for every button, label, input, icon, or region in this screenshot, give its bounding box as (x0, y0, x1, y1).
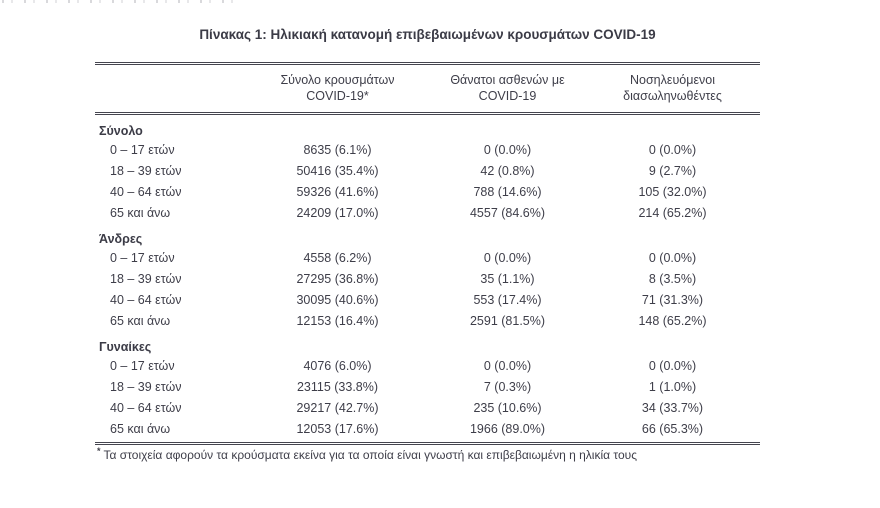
table-row: 40 – 64 ετών 30095 (40.6%) 553 (17.4%) 7… (95, 290, 760, 311)
age-label: 18 – 39 ετών (110, 164, 182, 179)
section-label: Σύνολο (99, 124, 143, 138)
section-label: Άνδρες (99, 232, 143, 246)
cases-value: 8635 (6.1%) (303, 143, 372, 158)
section-row-total: Σύνολο (95, 114, 760, 141)
intubated-value: 0 (0.0%) (648, 359, 697, 374)
age-label: 0 – 17 ετών (110, 251, 175, 266)
intubated-value: 66 (65.3%) (641, 421, 704, 436)
intubated-value: 105 (32.0%) (638, 184, 707, 199)
cases-value: 27295 (36.8%) (296, 272, 379, 287)
table-row: 40 – 64 ετών 29217 (42.7%) 235 (10.6%) 3… (95, 398, 760, 419)
cases-value: 4076 (6.0%) (303, 359, 372, 374)
intubated-value: 8 (3.5%) (648, 272, 697, 287)
cases-value: 24209 (17.0%) (296, 205, 379, 220)
table-row: 18 – 39 ετών 27295 (36.8%) 35 (1.1%) 8 (… (95, 269, 760, 290)
clipped-text-fragment (2, 0, 234, 3)
table-row: 65 και άνω 12053 (17.6%) 1966 (89.0%) 66… (95, 418, 760, 439)
deaths-value: 0 (0.0%) (483, 251, 532, 266)
section-row-men: Άνδρες (95, 223, 760, 248)
deaths-value: 1966 (89.0%) (469, 421, 546, 436)
deaths-value: 0 (0.0%) (483, 143, 532, 158)
age-label: 65 και άνω (110, 205, 171, 220)
footnote-marker: * (97, 446, 101, 456)
cases-value: 50416 (35.4%) (296, 164, 379, 179)
column-header-deaths-line1: Θάνατοι ασθενών με (450, 73, 565, 87)
table-title: Πίνακας 1: Ηλικιακή κατανομή επιβεβαιωμέ… (199, 27, 656, 42)
table-row: 0 – 17 ετών 4076 (6.0%) 0 (0.0%) 0 (0.0%… (95, 356, 760, 377)
age-label: 40 – 64 ετών (110, 400, 182, 415)
column-header-cases-line2: COVID-19* (306, 89, 369, 103)
intubated-value: 71 (31.3%) (641, 292, 704, 307)
table-row: 0 – 17 ετών 8635 (6.1%) 0 (0.0%) 0 (0.0%… (95, 140, 760, 161)
cases-value: 30095 (40.6%) (296, 292, 379, 307)
intubated-value: 9 (2.7%) (648, 164, 697, 179)
table-footnote: * Τα στοιχεία αφορούν τα κρούσματα εκείνα… (97, 443, 777, 463)
table-body: Σύνολο 0 – 17 ετών 8635 (6.1%) 0 (0.0%) … (95, 114, 760, 440)
table-row: 40 – 64 ετών 59326 (41.6%) 788 (14.6%) 1… (95, 182, 760, 203)
cases-value: 29217 (42.7%) (296, 400, 379, 415)
age-distribution-table: Σύνολο κρουσμάτων COVID-19* Θάνατοι ασθε… (95, 62, 760, 445)
intubated-value: 34 (33.7%) (641, 400, 704, 415)
table-row: 0 – 17 ετών 4558 (6.2%) 0 (0.0%) 0 (0.0%… (95, 248, 760, 269)
deaths-value: 7 (0.3%) (483, 380, 532, 395)
table-row: 65 και άνω 24209 (17.0%) 4557 (84.6%) 21… (95, 202, 760, 223)
cases-value: 23115 (33.8%) (296, 380, 379, 395)
age-label: 65 και άνω (110, 313, 171, 328)
column-header-cases-line1: Σύνολο κρουσμάτων (280, 73, 395, 87)
deaths-value: 4557 (84.6%) (469, 205, 546, 220)
column-header-deaths-line2: COVID-19 (478, 89, 537, 103)
section-label: Γυναίκες (99, 340, 152, 354)
age-label: 18 – 39 ετών (110, 380, 182, 395)
column-header-deaths: Θάνατοι ασθενών με COVID-19 (430, 63, 585, 115)
age-label: 0 – 17 ετών (110, 359, 175, 374)
section-row-women: Γυναίκες (95, 331, 760, 356)
table-row: 65 και άνω 12153 (16.4%) 2591 (81.5%) 14… (95, 310, 760, 331)
deaths-value: 2591 (81.5%) (469, 313, 546, 328)
deaths-value: 42 (0.8%) (480, 164, 535, 179)
deaths-value: 0 (0.0%) (483, 359, 532, 374)
header-row: Σύνολο κρουσμάτων COVID-19* Θάνατοι ασθε… (95, 63, 760, 115)
table-row: 18 – 39 ετών 50416 (35.4%) 42 (0.8%) 9 (… (95, 161, 760, 182)
cases-value: 4558 (6.2%) (303, 251, 372, 266)
age-label: 40 – 64 ετών (110, 184, 182, 199)
table-row: 18 – 39 ετών 23115 (33.8%) 7 (0.3%) 1 (1… (95, 377, 760, 398)
column-header-intubated: Νοσηλευόμενοι διασωληνωθέντες (585, 63, 760, 115)
age-label: 18 – 39 ετών (110, 272, 182, 287)
table-header: Σύνολο κρουσμάτων COVID-19* Θάνατοι ασθε… (95, 63, 760, 115)
cases-value: 12053 (17.6%) (296, 421, 379, 436)
column-header-intubated-line1: Νοσηλευόμενοι (629, 73, 715, 87)
intubated-value: 0 (0.0%) (648, 143, 697, 158)
deaths-value: 553 (17.4%) (473, 292, 542, 307)
footnote-text: Τα στοιχεία αφορούν τα κρούσματα εκείνα … (103, 448, 637, 462)
intubated-value: 1 (1.0%) (648, 380, 697, 395)
intubated-value: 148 (65.2%) (638, 313, 707, 328)
age-label: 40 – 64 ετών (110, 292, 182, 307)
cases-value: 12153 (16.4%) (296, 313, 379, 328)
column-header-cases: Σύνολο κρουσμάτων COVID-19* (245, 63, 430, 115)
age-label: 65 και άνω (110, 421, 171, 436)
deaths-value: 235 (10.6%) (473, 400, 542, 415)
deaths-value: 788 (14.6%) (473, 184, 542, 199)
deaths-value: 35 (1.1%) (480, 272, 535, 287)
column-header-empty (95, 63, 245, 115)
intubated-value: 0 (0.0%) (648, 251, 697, 266)
age-label: 0 – 17 ετών (110, 143, 175, 158)
column-header-intubated-line2: διασωληνωθέντες (623, 89, 722, 103)
intubated-value: 214 (65.2%) (638, 205, 707, 220)
cases-value: 59326 (41.6%) (296, 184, 379, 199)
